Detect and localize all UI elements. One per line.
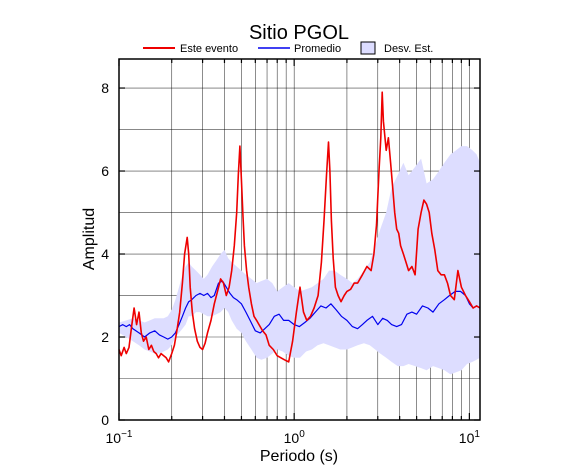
y-axis-title: Amplitud	[81, 208, 98, 270]
legend: Este evento Promedio Desv. Est.	[143, 41, 433, 55]
legend-label-desv-est: Desv. Est.	[384, 43, 433, 55]
chart-title: Sitio PGOL	[249, 22, 349, 44]
y-tick-label: 6	[101, 163, 109, 179]
legend-label-promedio: Promedio	[294, 43, 341, 55]
std-dev-band	[119, 146, 480, 375]
y-tick-label: 2	[101, 329, 109, 345]
legend-label-este-evento: Este evento	[180, 43, 238, 55]
series-band-desv-est	[119, 146, 480, 375]
legend-swatch-desv-est	[360, 41, 376, 55]
series-este-evento	[118, 91, 481, 363]
x-tick-label: 101	[459, 429, 481, 446]
x-tick-label: 10−1	[106, 429, 133, 446]
axis-ticks: 0 2 4 6 8 10−1 100 101	[101, 59, 480, 446]
plot-frame	[118, 58, 481, 421]
x-tick-label: 100	[284, 429, 306, 446]
x-axis-title: Periodo (s)	[260, 448, 338, 465]
y-tick-label: 4	[101, 246, 109, 262]
y-tick-label: 8	[101, 80, 109, 96]
y-tick-label: 0	[101, 412, 109, 428]
este-evento-line	[118, 91, 481, 363]
